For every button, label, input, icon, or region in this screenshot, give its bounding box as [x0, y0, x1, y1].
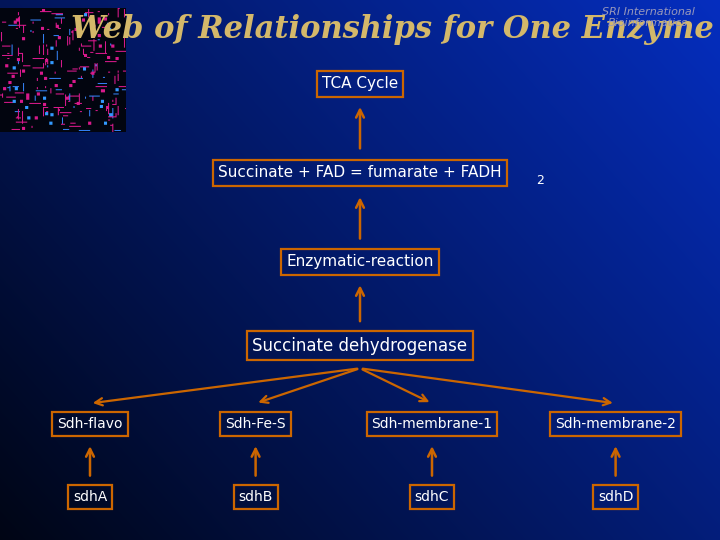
Text: TCA Cycle: TCA Cycle — [322, 76, 398, 91]
Text: Sdh-membrane-2: Sdh-membrane-2 — [555, 417, 676, 431]
Text: Bioinformatics: Bioinformatics — [608, 18, 688, 28]
Text: Succinate + FAD = fumarate + FADH: Succinate + FAD = fumarate + FADH — [218, 165, 502, 180]
Text: Sdh-membrane-1: Sdh-membrane-1 — [372, 417, 492, 431]
Text: SRI International: SRI International — [602, 7, 694, 17]
Text: sdhC: sdhC — [415, 490, 449, 504]
Text: sdhA: sdhA — [73, 490, 107, 504]
Text: sdhB: sdhB — [238, 490, 273, 504]
Text: Succinate dehydrogenase: Succinate dehydrogenase — [253, 336, 467, 355]
Text: Sdh-Fe-S: Sdh-Fe-S — [225, 417, 286, 431]
Text: 2: 2 — [536, 174, 544, 187]
Text: Enzymatic-reaction: Enzymatic-reaction — [287, 254, 433, 269]
Text: Web of Relationships for One Enzyme: Web of Relationships for One Enzyme — [71, 14, 714, 45]
Text: sdhD: sdhD — [598, 490, 634, 504]
Text: Sdh-flavo: Sdh-flavo — [58, 417, 122, 431]
